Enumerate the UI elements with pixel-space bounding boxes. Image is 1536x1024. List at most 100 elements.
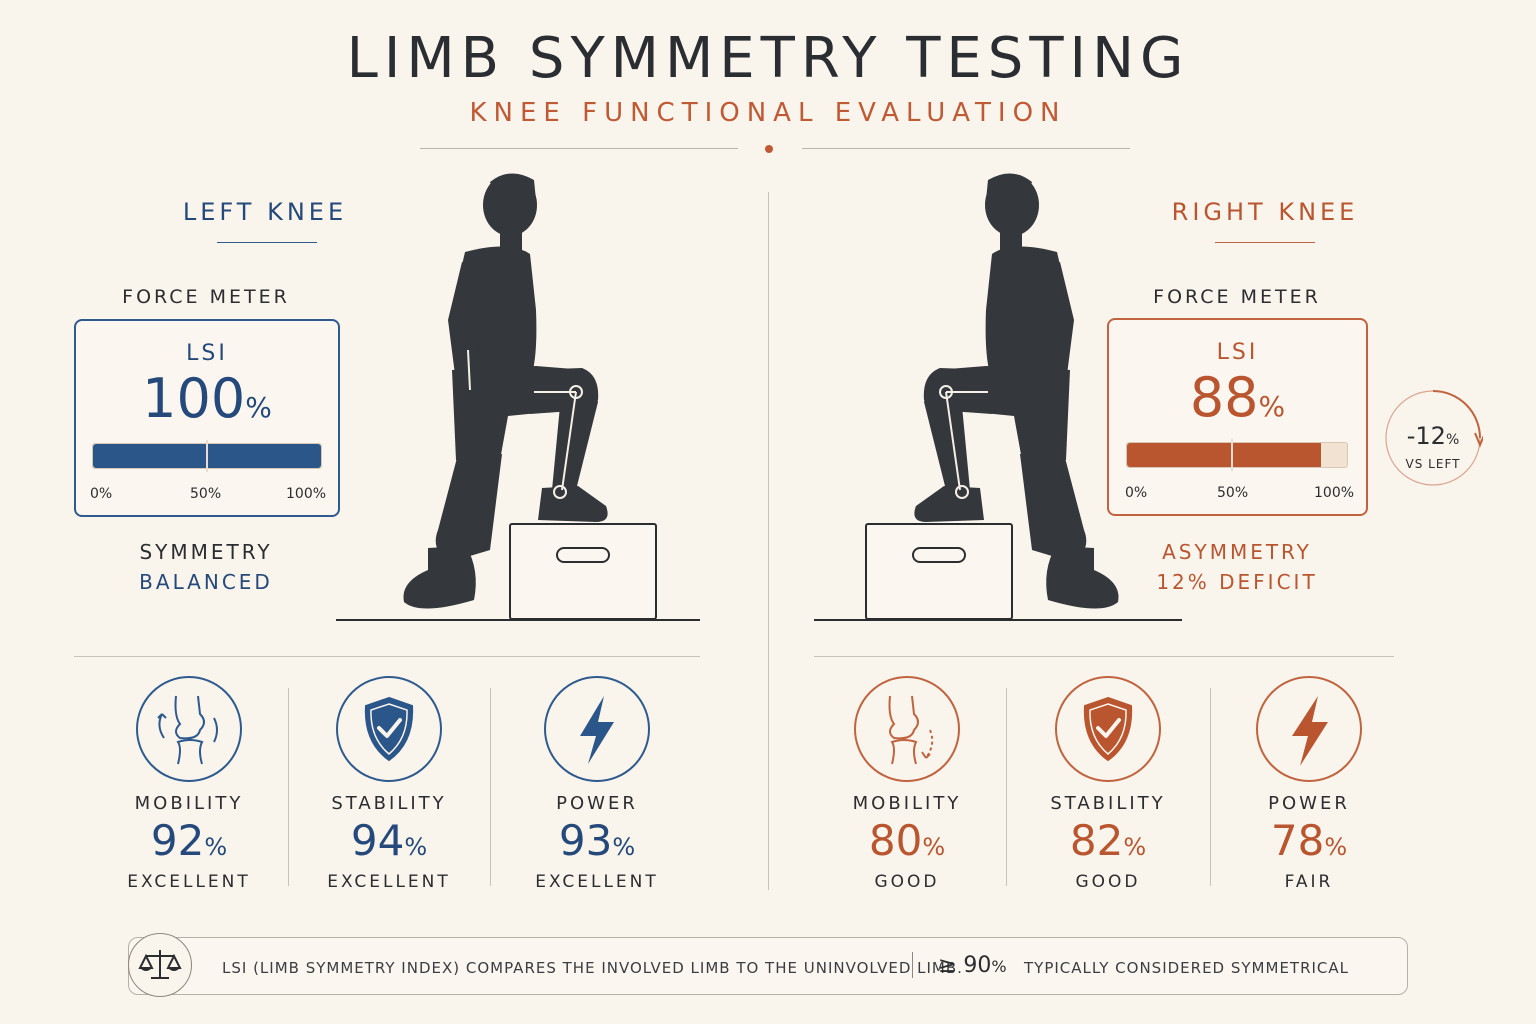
lightning-icon bbox=[1256, 676, 1362, 782]
left-stability-name: STABILITY bbox=[331, 793, 447, 814]
right-power-value: 78% bbox=[1228, 816, 1390, 865]
left-lsi-number: 100 bbox=[142, 367, 246, 430]
left-athlete-figure bbox=[336, 173, 700, 621]
right-delta-caption: VS LEFT bbox=[1405, 457, 1461, 471]
left-power-rating: EXCELLENT bbox=[535, 872, 659, 892]
right-metric-stability: STABILITY 82% GOOD bbox=[1027, 676, 1189, 896]
shield-check-icon bbox=[336, 676, 442, 782]
right-lsi-number: 88 bbox=[1189, 366, 1259, 429]
left-knee-heading: LEFT KNEE bbox=[182, 198, 348, 226]
right-force-meter-label: FORCE METER bbox=[1153, 286, 1321, 308]
right-stability-number: 82 bbox=[1069, 816, 1124, 865]
center-divider bbox=[768, 192, 769, 890]
left-metric-power: POWER 93% EXCELLENT bbox=[516, 676, 678, 896]
left-stability-unit: % bbox=[404, 833, 428, 861]
left-stability-number: 94 bbox=[350, 816, 405, 865]
right-metric-power: POWER 78% FAIR bbox=[1228, 676, 1390, 896]
right-stability-rating: GOOD bbox=[1075, 872, 1141, 892]
right-lsi-label: LSI bbox=[1216, 340, 1259, 365]
left-bar-midline bbox=[206, 440, 208, 472]
footer-definition: LSI (LIMB SYMMETRY INDEX) COMPARES THE I… bbox=[222, 959, 963, 977]
left-metric-mobility: MOBILITY 92% EXCELLENT bbox=[108, 676, 268, 896]
right-power-name: POWER bbox=[1268, 793, 1350, 814]
right-bar-midline bbox=[1231, 439, 1233, 471]
left-lsi-value: 100% bbox=[76, 367, 338, 430]
balance-scale-icon bbox=[128, 933, 192, 997]
right-mobility-rating: GOOD bbox=[874, 872, 940, 892]
right-lsi-value: 88% bbox=[1109, 366, 1366, 429]
right-athlete-figure bbox=[814, 173, 1182, 621]
page-subtitle: KNEE FUNCTIONAL EVALUATION bbox=[469, 98, 1067, 128]
left-stability-value: 94% bbox=[308, 816, 470, 865]
left-lsi-bar bbox=[92, 440, 322, 472]
left-force-meter-label: FORCE METER bbox=[122, 286, 290, 308]
right-heading-underline bbox=[1215, 242, 1315, 243]
right-delta-unit: % bbox=[1445, 432, 1460, 448]
left-mobility-value: 92% bbox=[108, 816, 270, 865]
left-stability-rating: EXCELLENT bbox=[327, 872, 451, 892]
right-metrics-divider bbox=[814, 656, 1394, 657]
right-power-unit: % bbox=[1324, 833, 1348, 861]
right-mobility-unit: % bbox=[922, 833, 946, 861]
footer-note bbox=[128, 937, 1408, 995]
shield-check-icon bbox=[1055, 676, 1161, 782]
right-status-value: 12% DEFICIT bbox=[1156, 570, 1318, 594]
left-power-value: 93% bbox=[516, 816, 678, 865]
left-tick-0: 0% bbox=[90, 486, 113, 502]
knee-joint-icon bbox=[136, 676, 242, 782]
left-metrics-divider bbox=[74, 656, 700, 657]
header-divider-left bbox=[420, 148, 738, 149]
right-delta-badge: -12% VS LEFT bbox=[1383, 385, 1483, 491]
right-metric-divider-2 bbox=[1210, 688, 1211, 886]
right-lsi-bar bbox=[1126, 439, 1348, 471]
right-delta-number: -12 bbox=[1406, 422, 1446, 450]
left-power-name: POWER bbox=[556, 793, 638, 814]
right-mobility-value: 80% bbox=[826, 816, 988, 865]
right-delta-value: -12% bbox=[1383, 422, 1483, 450]
left-status-label: SYMMETRY bbox=[139, 540, 273, 564]
left-lsi-label: LSI bbox=[186, 341, 228, 366]
left-tick-100: 100% bbox=[286, 486, 327, 502]
left-mobility-rating: EXCELLENT bbox=[127, 872, 251, 892]
lightning-icon bbox=[544, 676, 650, 782]
left-metric-divider-1 bbox=[288, 688, 289, 886]
right-tick-100: 100% bbox=[1314, 485, 1355, 501]
left-mobility-name: MOBILITY bbox=[134, 793, 244, 814]
right-knee-heading: RIGHT KNEE bbox=[1171, 198, 1359, 226]
left-power-number: 93 bbox=[558, 816, 613, 865]
header-divider-right bbox=[802, 148, 1130, 149]
right-metric-divider-1 bbox=[1006, 688, 1007, 886]
right-power-rating: FAIR bbox=[1284, 872, 1334, 892]
right-mobility-number: 80 bbox=[868, 816, 923, 865]
right-lsi-bar-fill bbox=[1127, 443, 1321, 467]
footer-threshold-caption: TYPICALLY CONSIDERED SYMMETRICAL bbox=[1024, 959, 1350, 977]
right-force-meter: LSI 88% 0% 50% 100% bbox=[1107, 318, 1368, 516]
right-stability-value: 82% bbox=[1027, 816, 1189, 865]
left-mobility-unit: % bbox=[204, 833, 228, 861]
right-lsi-unit: % bbox=[1258, 390, 1286, 423]
footer-threshold-number: ≥ 90 bbox=[938, 953, 992, 978]
left-metric-divider-2 bbox=[490, 688, 491, 886]
right-power-number: 78 bbox=[1270, 816, 1325, 865]
footer-divider bbox=[912, 952, 913, 978]
right-status-label: ASYMMETRY bbox=[1162, 540, 1312, 564]
right-tick-0: 0% bbox=[1125, 485, 1148, 501]
delta-arrow-icon bbox=[1385, 390, 1483, 486]
left-status-value: BALANCED bbox=[139, 570, 273, 594]
left-mobility-number: 92 bbox=[150, 816, 205, 865]
footer-threshold: ≥ 90% bbox=[938, 953, 1007, 978]
right-stability-unit: % bbox=[1123, 833, 1147, 861]
right-tick-50: 50% bbox=[1217, 485, 1249, 501]
left-lsi-unit: % bbox=[245, 391, 272, 424]
header-divider-dot bbox=[765, 145, 773, 153]
page-title: LIMB SYMMETRY TESTING bbox=[346, 26, 1190, 91]
right-mobility-name: MOBILITY bbox=[852, 793, 962, 814]
left-force-meter: LSI 100% 0% 50% 100% bbox=[74, 319, 340, 517]
left-tick-50: 50% bbox=[190, 486, 222, 502]
footer-threshold-unit: % bbox=[991, 957, 1007, 976]
left-heading-underline bbox=[217, 242, 317, 243]
left-power-unit: % bbox=[612, 833, 636, 861]
left-metric-stability: STABILITY 94% EXCELLENT bbox=[308, 676, 468, 896]
right-metric-mobility: MOBILITY 80% GOOD bbox=[826, 676, 988, 896]
knee-joint-icon bbox=[854, 676, 960, 782]
